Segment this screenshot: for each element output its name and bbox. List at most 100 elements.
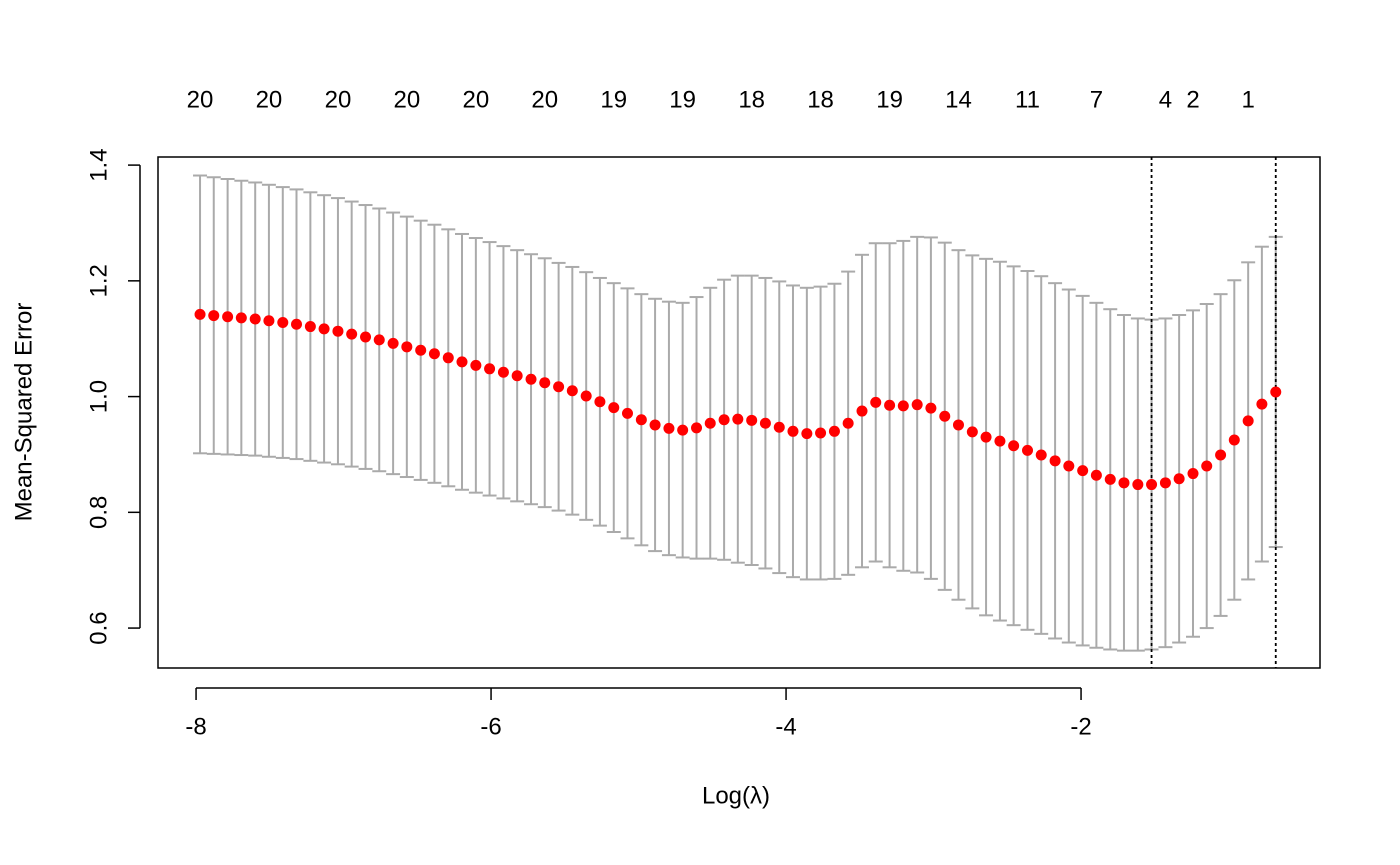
point [332, 325, 344, 337]
point [470, 359, 482, 371]
point [1242, 415, 1254, 427]
point [815, 427, 827, 439]
point [387, 337, 399, 349]
top-tick-label: 20 [325, 86, 352, 113]
point [497, 366, 509, 378]
point [801, 428, 813, 440]
point [732, 413, 744, 425]
point [1187, 468, 1199, 480]
y-tick-label: 0.8 [85, 496, 112, 529]
point [263, 315, 275, 327]
top-tick-label: 20 [393, 86, 420, 113]
point [746, 414, 758, 426]
point [1201, 460, 1213, 472]
point [249, 313, 261, 325]
point [401, 341, 413, 353]
top-tick-label: 18 [807, 86, 834, 113]
top-tick-label: 19 [600, 86, 627, 113]
x-tick-label: -4 [775, 713, 796, 740]
point [897, 400, 909, 412]
top-tick-label: 2 [1186, 86, 1199, 113]
point [318, 323, 330, 335]
point [360, 331, 372, 343]
point [1049, 455, 1061, 467]
point [718, 414, 730, 426]
point [511, 370, 523, 382]
point [759, 417, 771, 429]
point [1146, 479, 1158, 491]
point [428, 348, 440, 360]
point [1215, 449, 1227, 461]
y-tick-label: 1.2 [85, 264, 112, 297]
point [553, 381, 565, 393]
point [925, 402, 937, 414]
point [277, 317, 289, 329]
point [415, 344, 427, 356]
point [677, 424, 689, 436]
point [539, 377, 551, 389]
point [663, 422, 675, 434]
x-tick-label: -8 [185, 713, 206, 740]
point [525, 373, 537, 385]
point [194, 308, 206, 320]
top-tick-label: 7 [1090, 86, 1103, 113]
point [691, 422, 703, 434]
point [1008, 440, 1020, 452]
top-tick-label: 11 [1015, 86, 1040, 113]
point [304, 321, 316, 333]
top-tick-label: 19 [669, 86, 696, 113]
point [1022, 444, 1034, 456]
point [1104, 473, 1116, 485]
point [456, 356, 468, 368]
point [1159, 477, 1171, 489]
x-tick-label: -6 [480, 713, 501, 740]
point [1077, 465, 1089, 477]
top-tick-label: 18 [738, 86, 765, 113]
y-axis-label: Mean-Squared Error [10, 303, 37, 522]
point [594, 396, 606, 408]
point [1118, 477, 1130, 489]
point [373, 334, 385, 346]
point [235, 312, 247, 324]
point [346, 328, 358, 340]
point [222, 311, 234, 323]
top-tick-label: 19 [876, 86, 903, 113]
point [828, 425, 840, 437]
point [208, 310, 220, 322]
point [1256, 398, 1268, 410]
top-tick-label: 20 [463, 86, 490, 113]
point [1035, 449, 1047, 461]
point [291, 318, 303, 330]
point [649, 419, 661, 431]
y-tick-label: 1.4 [85, 148, 112, 181]
x-axis-label: Log(λ) [702, 782, 770, 809]
point [1132, 479, 1144, 491]
y-tick-label: 0.6 [85, 611, 112, 644]
point [952, 419, 964, 431]
point [966, 426, 978, 438]
point [980, 431, 992, 443]
point [773, 421, 785, 433]
top-tick-label: 1 [1241, 86, 1254, 113]
y-tick-label: 1.0 [85, 380, 112, 413]
point [842, 417, 854, 429]
plot-frame [157, 156, 1321, 669]
point [1270, 386, 1282, 398]
point [911, 399, 923, 411]
point [580, 390, 592, 402]
point [635, 414, 647, 426]
top-tick-label: 20 [256, 86, 283, 113]
top-tick-label: 14 [945, 86, 972, 113]
point [704, 417, 716, 429]
x-tick-label: -2 [1070, 713, 1091, 740]
point [1090, 469, 1102, 481]
point [1228, 434, 1240, 446]
point [870, 396, 882, 408]
point [1063, 460, 1075, 472]
top-tick-label: 20 [531, 86, 558, 113]
point [442, 352, 454, 364]
point [608, 402, 620, 414]
point [484, 363, 496, 375]
point [939, 410, 951, 422]
